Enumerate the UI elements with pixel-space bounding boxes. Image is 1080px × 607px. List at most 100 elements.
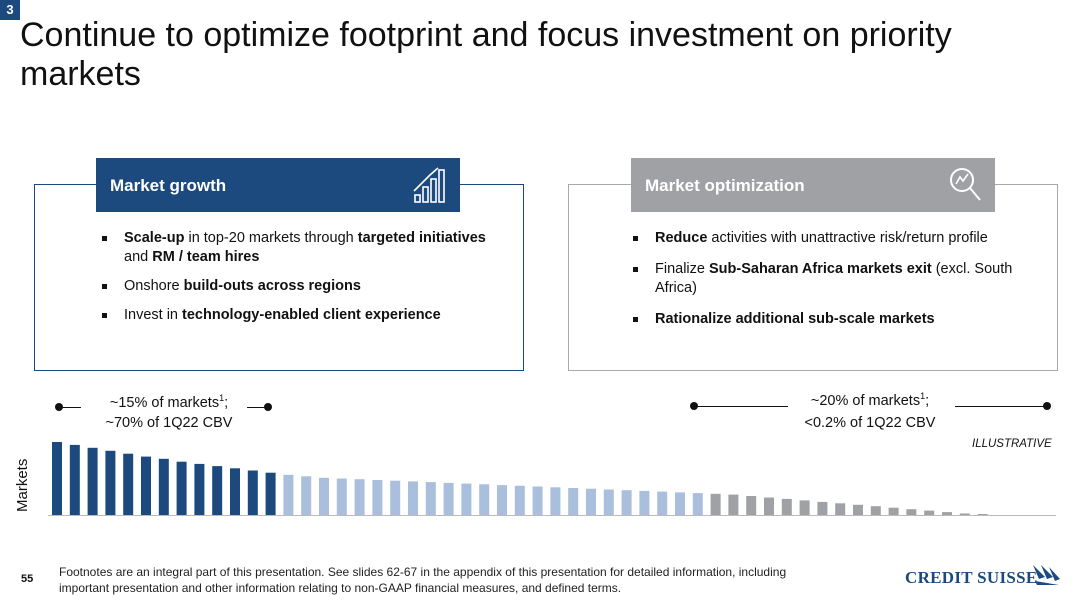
bar-middle [425, 482, 436, 515]
optimization-bracket-right-dot [1043, 402, 1051, 410]
bar-optimization [853, 504, 863, 515]
bar-middle [568, 488, 579, 515]
bar-optimization [764, 497, 774, 515]
growth-bracket-right-line [247, 407, 269, 408]
bar-growth [194, 463, 205, 515]
optimization-bullet-text: activities with unattractive risk/return… [707, 230, 988, 246]
optimization-bullet-text: Rationalize additional sub-scale markets [655, 311, 935, 327]
market-growth-bullets: Scale-up in top-20 markets through targe… [96, 229, 486, 335]
market-optimization-header: Market optimization [631, 158, 995, 212]
growth-bullet-text: targeted initiatives [357, 230, 486, 246]
optimization-stat: ~20% of markets1; <0.2% of 1Q22 CBV [780, 385, 960, 434]
growth-stat-line1-end: ; [224, 394, 229, 411]
bar-growth [123, 453, 134, 515]
growth-bullet-text: Scale-up [124, 230, 185, 246]
page-title: Continue to optimize footprint and focus… [20, 16, 952, 93]
bar-optimization [728, 494, 739, 515]
bar-growth [247, 470, 258, 515]
optimization-stat-line1: ~20% of markets [810, 392, 921, 409]
growth-stat-line2: ~70% of 1Q22 CBV [105, 414, 233, 431]
market-growth-header: Market growth [96, 158, 460, 212]
bar-optimization [977, 514, 988, 515]
markets-bar-chart [48, 442, 1056, 516]
bar-optimization [710, 493, 721, 515]
growth-bullet: Invest in technology-enabled client expe… [96, 306, 486, 325]
growth-stat-line1: ~15% of markets [109, 394, 220, 411]
bar-growth [69, 444, 80, 515]
bar-middle [390, 480, 401, 515]
bar-middle [372, 480, 383, 515]
growth-chart-icon [413, 167, 445, 203]
growth-bullet-text: RM / team hires [152, 249, 260, 265]
bar-optimization [817, 501, 828, 515]
market-optimization-heading: Market optimization [645, 176, 805, 195]
optimization-bullet-text: (excl. South Africa) [655, 261, 1013, 296]
growth-bullet-text: technology-enabled client experience [182, 307, 441, 323]
growth-bullet-text: in top-20 markets through [184, 230, 358, 246]
bar-middle [336, 478, 347, 515]
optimization-stat-line1-end: ; [925, 392, 930, 409]
market-growth-panel [34, 184, 524, 371]
bar-growth [212, 466, 223, 515]
bar-growth [230, 468, 240, 515]
growth-bullet-text: build-outs across regions [183, 278, 361, 294]
growth-bullet-text: and [124, 249, 153, 265]
bar-optimization [746, 496, 757, 515]
growth-stat-footnote-ref: 1 [219, 393, 225, 403]
magnifier-trend-icon [950, 168, 981, 201]
bar-middle [443, 482, 454, 515]
bar-middle [283, 474, 294, 515]
bar-middle [639, 490, 650, 515]
growth-bracket-left-line [59, 407, 81, 408]
bar-optimization [924, 510, 935, 515]
bar-middle [603, 489, 614, 515]
optimization-bullet: Rationalize additional sub-scale markets [627, 310, 1047, 329]
market-optimization-bullets: Reduce activities with unattractive risk… [627, 229, 1047, 341]
optimization-stat-footnote-ref: 1 [920, 391, 926, 401]
page-number: 55 [21, 573, 34, 585]
footnote: Footnotes are an integral part of this p… [59, 565, 787, 595]
optimization-bullet-text: Reduce [655, 230, 708, 246]
optimization-stat-line2: <0.2% of 1Q22 CBV [804, 414, 936, 431]
bar-middle [692, 493, 703, 515]
bar-optimization [870, 506, 881, 515]
growth-stat: ~15% of markets1; ~70% of 1Q22 CBV [84, 388, 254, 433]
bar-middle [461, 483, 472, 515]
bar-growth [265, 472, 276, 515]
optimization-bullet: Finalize Sub-Saharan Africa markets exit… [627, 260, 1047, 298]
growth-bullet-text: Invest in [124, 307, 183, 323]
optimization-bullet-text: Sub-Saharan Africa markets exit [709, 261, 932, 277]
bar-optimization [942, 512, 952, 515]
bar-optimization [959, 513, 970, 515]
bar-middle [408, 481, 418, 515]
bar-middle [532, 486, 543, 515]
credit-suisse-logo: CREDIT SUISSE [905, 563, 1065, 589]
bar-middle [497, 485, 507, 515]
bar-middle [657, 491, 668, 515]
bar-middle [621, 490, 632, 515]
bar-growth [176, 461, 187, 515]
bar-optimization [835, 503, 846, 515]
bar-middle [479, 484, 490, 515]
bar-optimization [799, 500, 810, 515]
bar-optimization [781, 498, 792, 515]
optimization-bullet-text: Finalize [655, 261, 709, 277]
bar-growth [105, 450, 116, 515]
bar-growth [141, 456, 151, 515]
bar-growth [87, 447, 98, 515]
growth-bullet-text: Onshore [124, 278, 184, 294]
optimization-bracket-left-line [694, 406, 788, 407]
bar-optimization [888, 507, 899, 515]
optimization-bullet: Reduce activities with unattractive risk… [627, 229, 1047, 248]
optimization-bracket-right-line [955, 406, 1047, 407]
bar-growth [52, 442, 62, 515]
bar-middle [514, 485, 525, 515]
sails-logo-icon [1033, 565, 1060, 585]
market-optimization-panel [568, 184, 1058, 371]
logo-wordmark: CREDIT SUISSE [905, 568, 1038, 587]
bar-middle [586, 488, 596, 515]
growth-bracket-right-dot [264, 403, 272, 411]
growth-bullet: Scale-up in top-20 markets through targe… [96, 229, 486, 267]
bar-middle [550, 487, 561, 515]
bar-middle [301, 476, 312, 515]
